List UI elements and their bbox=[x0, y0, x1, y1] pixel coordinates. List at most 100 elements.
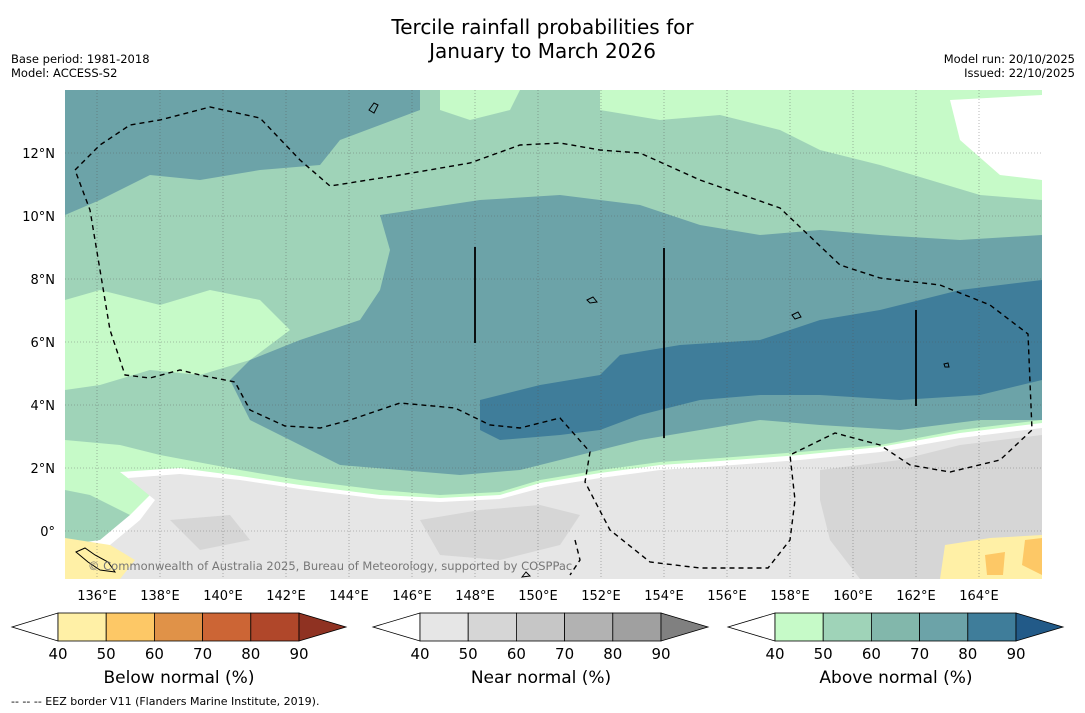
island bbox=[791, 311, 802, 320]
colorbar-above-normal: 40 50 60 70 80 90 bbox=[726, 612, 1065, 663]
colorbar-near-normal: 40 50 60 70 80 90 bbox=[371, 612, 710, 663]
lon-label: 142°E bbox=[266, 589, 306, 604]
map-fill-layers bbox=[65, 90, 1042, 579]
lat-label: 10°N bbox=[22, 210, 55, 225]
colorbar-cell bbox=[419, 612, 469, 642]
above-70-core bbox=[480, 280, 1042, 440]
colorbar-tick-label: 70 bbox=[555, 645, 574, 663]
island bbox=[943, 362, 950, 368]
colorbar-tick-label: 70 bbox=[193, 645, 212, 663]
lon-label: 140°E bbox=[203, 589, 243, 604]
colorbar-tick-label: 70 bbox=[910, 645, 929, 663]
lon-label: 150°E bbox=[518, 589, 558, 604]
gridlines bbox=[65, 90, 1042, 579]
colorbar-tick-label: 80 bbox=[603, 645, 622, 663]
lat-label: 12°N bbox=[22, 147, 55, 162]
colorbar-cell bbox=[57, 612, 107, 642]
below-normal-title: Below normal (%) bbox=[103, 668, 255, 688]
copyright-text: © Commonwealth of Australia 2025, Bureau… bbox=[88, 559, 572, 573]
lon-label: 160°E bbox=[833, 589, 873, 604]
colorbar-tick-label: 80 bbox=[241, 645, 260, 663]
colorbar-max-triangle bbox=[298, 612, 348, 642]
issued-text: Issued: 22/10/2025 bbox=[964, 66, 1075, 80]
colorbar-tick-label: 50 bbox=[814, 645, 833, 663]
near-40-region bbox=[80, 428, 1042, 579]
lon-label: 148°E bbox=[455, 589, 495, 604]
colorbar-cell bbox=[822, 612, 872, 642]
colorbar-cell bbox=[919, 612, 969, 642]
colorbar-tick-label: 60 bbox=[507, 645, 526, 663]
colorbar-min-triangle bbox=[10, 612, 59, 642]
colorbar-cell bbox=[250, 612, 300, 642]
near-50-west bbox=[170, 515, 250, 550]
below-50-southeast bbox=[1022, 538, 1042, 575]
model-run-text: Model run: 20/10/2025 bbox=[943, 52, 1075, 66]
lat-label: 0° bbox=[40, 525, 55, 540]
lon-label: 136°E bbox=[77, 589, 117, 604]
colorbar-min-triangle bbox=[371, 612, 421, 642]
colorbar-tick-label: 40 bbox=[765, 645, 784, 663]
chart-title-line2: January to March 2026 bbox=[429, 39, 656, 63]
island bbox=[520, 571, 532, 578]
base-period-text: Base period: 1981-2018 bbox=[11, 52, 150, 66]
lat-label: 4°N bbox=[31, 399, 56, 414]
island bbox=[368, 102, 379, 114]
colorbar-tick-label: 40 bbox=[410, 645, 429, 663]
colorbar-cell bbox=[967, 612, 1017, 642]
lat-label: 6°N bbox=[31, 336, 56, 351]
island-outlines bbox=[75, 102, 950, 578]
island bbox=[75, 547, 117, 573]
lon-label: 154°E bbox=[644, 589, 684, 604]
boundary-segments bbox=[474, 247, 917, 438]
colorbar-below-normal: 40 50 60 70 80 90 bbox=[10, 612, 348, 663]
near-50-central bbox=[420, 505, 580, 560]
above-40-west bbox=[65, 290, 290, 390]
above-60-northwest bbox=[65, 90, 420, 215]
lon-label: 144°E bbox=[329, 589, 369, 604]
lat-label: 8°N bbox=[31, 273, 56, 288]
colorbar-cell bbox=[612, 612, 662, 642]
colorbar-cell bbox=[774, 612, 824, 642]
colorbar-tick-label: 90 bbox=[289, 645, 308, 663]
lon-label: 162°E bbox=[896, 589, 936, 604]
lon-label: 152°E bbox=[581, 589, 621, 604]
colorbar-tick-label: 50 bbox=[97, 645, 116, 663]
colorbar-tick-label: 60 bbox=[862, 645, 881, 663]
white-patch-ne bbox=[950, 95, 1042, 180]
above-normal-title: Above normal (%) bbox=[819, 668, 973, 688]
colorbar-tick-label: 50 bbox=[459, 645, 478, 663]
colorbar-cell bbox=[467, 612, 517, 642]
colorbar-cell bbox=[105, 612, 155, 642]
near-normal-title: Near normal (%) bbox=[470, 668, 612, 688]
lon-labels: 136°E 138°E 140°E 142°E 144°E 146°E 148°… bbox=[77, 589, 999, 604]
above-40-north-patch bbox=[440, 90, 520, 120]
lon-label: 156°E bbox=[707, 589, 747, 604]
lon-label: 158°E bbox=[770, 589, 810, 604]
colorbar-max-triangle bbox=[660, 612, 710, 642]
lon-label: 164°E bbox=[959, 589, 999, 604]
lat-label: 2°N bbox=[31, 462, 56, 477]
lon-label: 138°E bbox=[140, 589, 180, 604]
colorbar-cell bbox=[202, 612, 252, 642]
eez-line-south bbox=[569, 539, 581, 576]
colorbar-cell bbox=[564, 612, 614, 642]
colorbar-tick-label: 40 bbox=[48, 645, 67, 663]
island bbox=[586, 296, 598, 304]
lon-label: 146°E bbox=[392, 589, 432, 604]
colorbar-cell bbox=[871, 612, 921, 642]
colorbar-tick-label: 90 bbox=[651, 645, 670, 663]
colorbar-max-triangle bbox=[1015, 612, 1065, 642]
chart-title-line1: Tercile rainfall probabilities for bbox=[391, 15, 694, 39]
above-40-northeast bbox=[600, 90, 1042, 200]
eez-borders bbox=[74, 106, 1033, 576]
colorbar-tick-label: 80 bbox=[958, 645, 977, 663]
below-40-southwest bbox=[65, 538, 135, 579]
lat-labels: 12°N 10°N 8°N 6°N 4°N 2°N 0° bbox=[22, 147, 55, 540]
colorbar-cell bbox=[153, 612, 203, 642]
colorbar-cell bbox=[516, 612, 566, 642]
eez-footnote: -- -- -- EEZ border V11 (Flanders Marine… bbox=[11, 695, 320, 708]
colorbar-min-triangle bbox=[726, 612, 776, 642]
eez-line bbox=[74, 106, 1033, 569]
colorbar-tick-label: 60 bbox=[145, 645, 164, 663]
